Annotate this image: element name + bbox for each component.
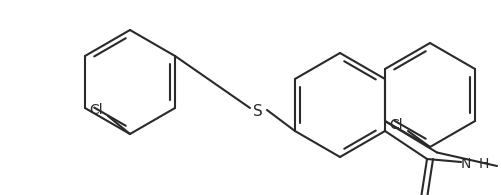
Text: S: S — [253, 105, 263, 120]
Text: Cl: Cl — [89, 103, 103, 117]
Text: N: N — [460, 157, 470, 171]
Text: H: H — [478, 157, 488, 171]
Text: Cl: Cl — [388, 118, 402, 132]
